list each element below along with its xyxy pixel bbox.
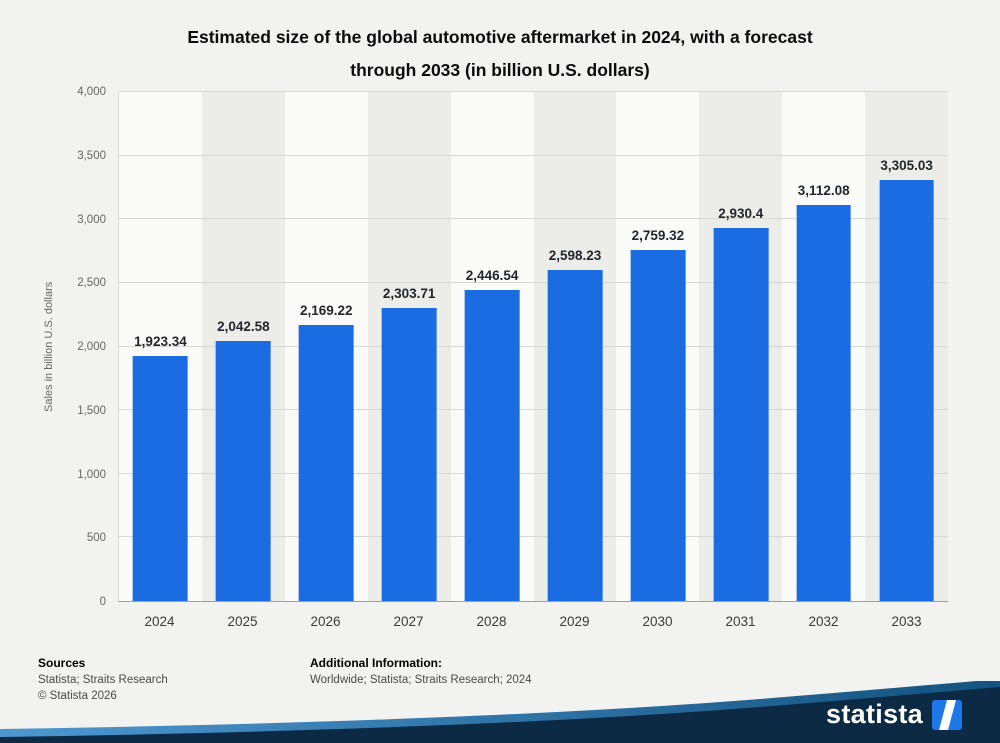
y-tick-label-500: 500 xyxy=(86,532,106,545)
bar-value-label-2028: 2,446.54 xyxy=(465,267,519,283)
gridline-3500 xyxy=(119,154,948,156)
plot-column: 1,923.34 2,042.58 2,169.22 2,303.71 2,446.54… xyxy=(118,91,949,629)
gridline-1500 xyxy=(119,409,948,411)
y-axis: 0 500 1,000 1,500 2,000 2,500 3,000 3,500 4,000 xyxy=(60,86,118,608)
x-axis-label-2030: 2030 xyxy=(642,614,673,629)
y-tick-label-3000: 3,000 xyxy=(77,213,106,226)
category-band-2033: 3,305.03 xyxy=(865,92,949,601)
category-band-2032: 3,112.08 xyxy=(782,92,866,601)
y-axis-title: Sales in billion U.S. dollars xyxy=(43,281,55,413)
bar-value-label-2032: 3,112.08 xyxy=(797,183,850,198)
bar-value-label-2025: 2,042.58 xyxy=(217,319,270,335)
category-band-2028: 2,446.54 xyxy=(450,92,534,601)
y-tick-label-2000: 2,000 xyxy=(77,341,106,353)
statista-logo: statista xyxy=(826,699,962,730)
bar-2030 xyxy=(630,249,686,601)
gridline-3000 xyxy=(119,218,948,220)
category-band-2030: 2,759.32 xyxy=(616,92,700,601)
x-axis-label-2026: 2026 xyxy=(310,614,341,629)
category-band-2029: 2,598.23 xyxy=(533,92,617,601)
banner-wave-dark xyxy=(0,687,1000,743)
x-axis: 2024 2025 2026 2027 2028 2029 2030 2031 2032 2033 xyxy=(118,602,948,629)
y-tick-label-4000: 4,000 xyxy=(77,86,106,98)
y-tick-label-1500: 1,500 xyxy=(77,404,106,417)
gridline-1000 xyxy=(119,472,948,474)
category-band-2026: 2,169.22 xyxy=(284,92,368,601)
bar-2027 xyxy=(381,307,437,601)
bar-2025 xyxy=(216,341,271,601)
category-band-2031: 2,930.4 xyxy=(699,92,783,601)
additional-info-block: Additional Information: Worldwide; Stati… xyxy=(310,655,532,688)
bar-2033 xyxy=(879,180,934,601)
statista-logo-mark xyxy=(932,699,962,730)
chart-title-line1: Estimated size of the global automotive … xyxy=(187,27,813,47)
sources-heading: Sources xyxy=(38,656,86,670)
category-band-2025: 2,042.58 xyxy=(201,92,285,601)
x-axis-label-2028: 2028 xyxy=(476,614,507,629)
bar-2026 xyxy=(298,324,354,601)
bar-value-label-2029: 2,598.23 xyxy=(548,248,602,264)
copyright-text: © Statista 2026 xyxy=(38,690,117,702)
bar-2029 xyxy=(547,270,603,601)
bar-value-label-2030: 2,759.32 xyxy=(631,227,685,243)
additional-info-text: Worldwide; Statista; Straits Research; 2… xyxy=(310,673,532,686)
y-tick-label-3500: 3,500 xyxy=(77,149,106,162)
bar-2031 xyxy=(713,228,769,601)
x-axis-label-2032: 2032 xyxy=(808,614,839,629)
x-axis-label-2033: 2033 xyxy=(891,614,922,629)
bar-chart: Sales in billion U.S. dollars 0 500 1,000 1… xyxy=(38,86,949,629)
sources-block: Sources Statista; Straits Research © Sta… xyxy=(38,655,168,705)
bar-2028 xyxy=(464,289,520,601)
y-tick-label-0: 0 xyxy=(99,596,106,608)
x-axis-label-2031: 2031 xyxy=(725,614,756,629)
x-axis-label-2027: 2027 xyxy=(393,614,424,629)
additional-info-heading: Additional Information: xyxy=(310,656,442,670)
x-axis-label-2029: 2029 xyxy=(559,614,590,629)
bar-value-label-2031: 2,930.4 xyxy=(718,206,764,222)
x-axis-label-2025: 2025 xyxy=(227,614,258,629)
category-band-2024: 1,923.34 xyxy=(119,92,202,601)
bar-2032 xyxy=(796,205,852,601)
bar-value-label-2027: 2,303.71 xyxy=(382,285,436,301)
statista-banner-wave xyxy=(0,681,1000,743)
sources-text: Statista; Straits Research xyxy=(38,673,168,686)
x-axis-label-2024: 2024 xyxy=(144,614,175,629)
bar-2024 xyxy=(133,356,188,601)
logo-slash-icon xyxy=(939,699,956,730)
chart-title-line2: through 2033 (in billion U.S. dollars) xyxy=(350,60,650,80)
category-band-2027: 2,303.71 xyxy=(367,92,451,601)
gridline-2000 xyxy=(119,345,948,347)
bar-value-label-2026: 2,169.22 xyxy=(299,302,353,318)
statista-logo-text: statista xyxy=(826,699,923,729)
gridline-500 xyxy=(119,536,948,538)
y-tick-label-2500: 2,500 xyxy=(77,277,106,290)
chart-title: Estimated size of the global automotive … xyxy=(0,0,1000,87)
gridline-2500 xyxy=(119,281,948,283)
bar-value-label-2024: 1,923.34 xyxy=(134,334,187,350)
plot-area: 1,923.34 2,042.58 2,169.22 2,303.71 2,446.54… xyxy=(118,91,949,602)
y-tick-label-1000: 1,000 xyxy=(77,468,106,481)
bar-value-label-2033: 3,305.03 xyxy=(880,158,933,174)
gridline-4000 xyxy=(119,91,948,92)
